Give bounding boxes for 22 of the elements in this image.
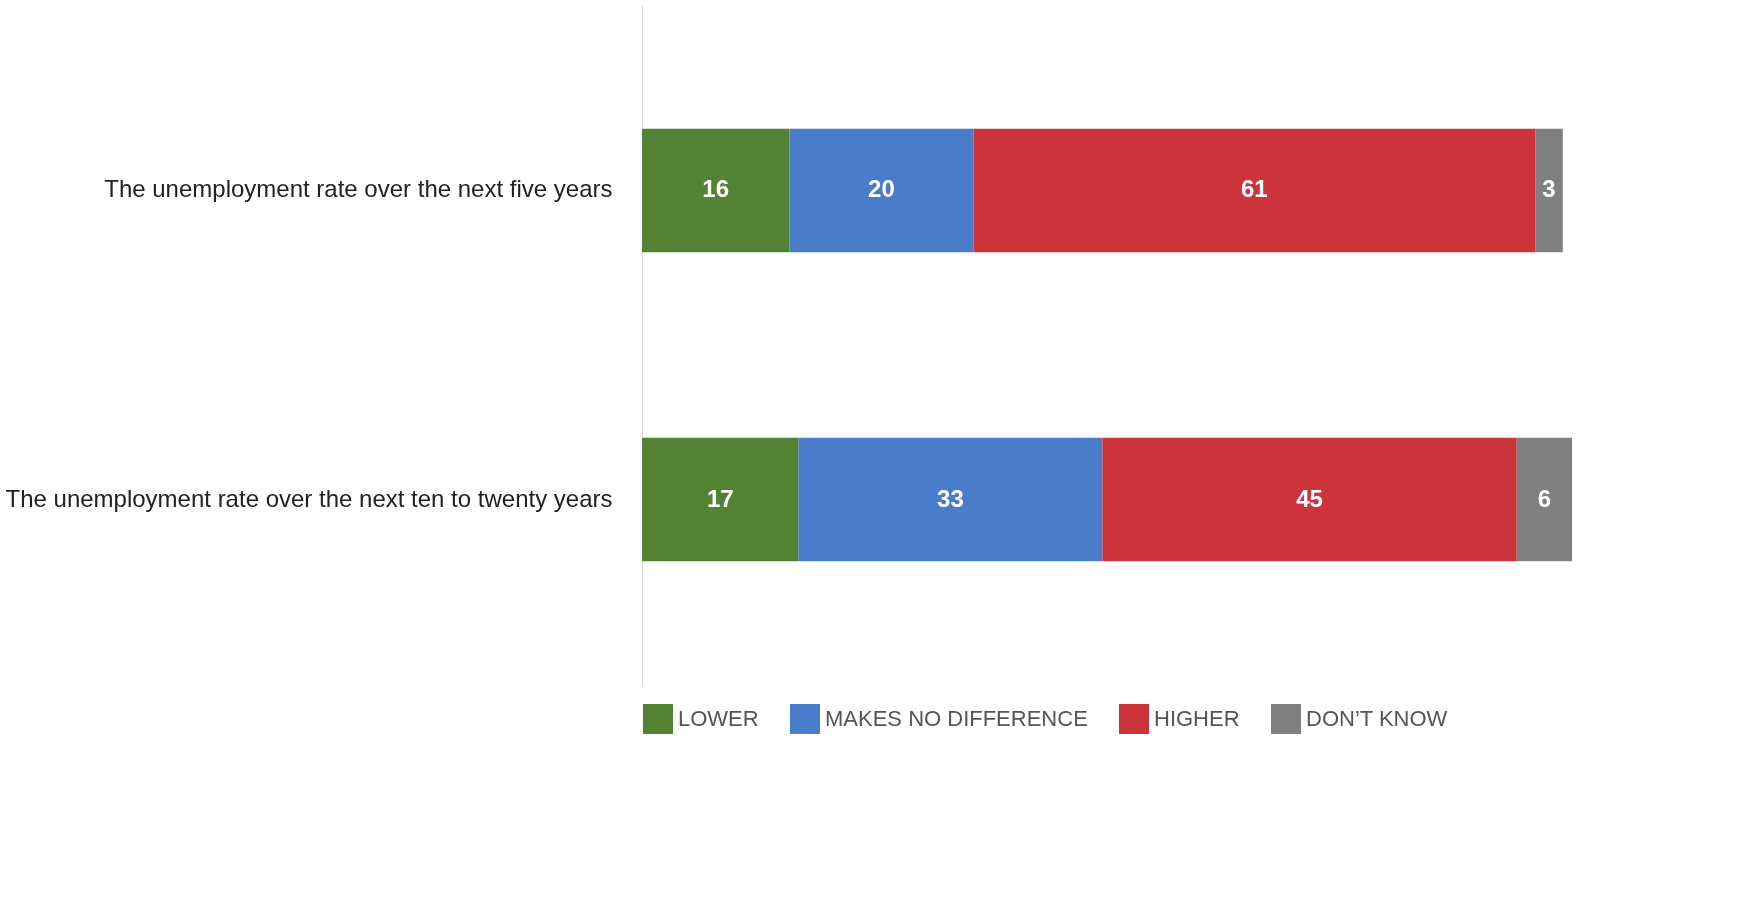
data-label: 17 <box>706 484 734 512</box>
bar <box>642 128 790 253</box>
data-label: 20 <box>868 175 895 203</box>
bar <box>973 128 1536 253</box>
legend-label: DON’T KNOW <box>1306 706 1448 731</box>
data-label: 6 <box>1537 484 1552 512</box>
bar <box>642 437 799 562</box>
legend-label: LOWER <box>678 706 759 731</box>
legend-label: HIGHER <box>1154 706 1240 731</box>
data-label: 61 <box>1240 175 1268 203</box>
bar <box>1516 437 1572 562</box>
bar <box>798 437 1103 562</box>
data-label: 3 <box>1542 175 1556 203</box>
data-label: 16 <box>702 175 730 203</box>
bar <box>789 128 974 253</box>
y-tick-label: The unemployment rate over the next ten to twenty years <box>5 484 613 512</box>
y-tick-label: The unemployment rate over the next five years <box>104 175 613 203</box>
bar <box>1102 437 1517 562</box>
legend-label: MAKES NO DIFFERENCE <box>825 706 1088 731</box>
data-label: 45 <box>1296 484 1323 512</box>
data-label: 33 <box>937 484 964 512</box>
bar <box>1535 128 1563 253</box>
